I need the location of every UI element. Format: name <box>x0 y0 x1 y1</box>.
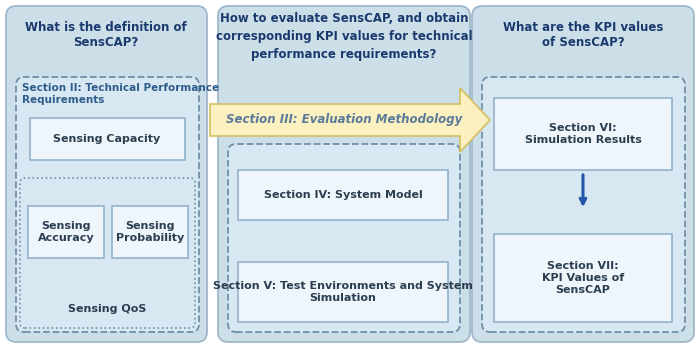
Text: Section VII:
KPI Values of
SensCAP: Section VII: KPI Values of SensCAP <box>542 261 624 295</box>
Text: Sensing Capacity: Sensing Capacity <box>53 134 160 144</box>
Text: What is the definition of
SensCAP?: What is the definition of SensCAP? <box>25 21 187 49</box>
FancyBboxPatch shape <box>16 77 199 332</box>
Text: Sensing
Probability: Sensing Probability <box>116 221 184 243</box>
FancyBboxPatch shape <box>6 6 207 342</box>
Text: Sensing QoS: Sensing QoS <box>68 304 146 314</box>
FancyBboxPatch shape <box>482 77 685 332</box>
Text: Section V: Test Environments and System
Simulation: Section V: Test Environments and System … <box>213 281 473 303</box>
Bar <box>238 170 448 220</box>
FancyBboxPatch shape <box>20 178 195 328</box>
Bar <box>112 206 188 258</box>
Text: Section VI:
Simulation Results: Section VI: Simulation Results <box>524 123 641 145</box>
Text: Section II: Technical Performance
Requirements: Section II: Technical Performance Requir… <box>22 83 219 105</box>
Bar <box>30 118 185 160</box>
FancyBboxPatch shape <box>228 144 460 332</box>
Bar <box>494 234 672 322</box>
Bar <box>238 262 448 322</box>
Text: Sensing
Accuracy: Sensing Accuracy <box>38 221 94 243</box>
Bar <box>28 206 104 258</box>
Polygon shape <box>210 88 490 152</box>
FancyBboxPatch shape <box>218 6 470 342</box>
Text: Section III: Evaluation Methodology: Section III: Evaluation Methodology <box>226 113 462 127</box>
Text: Section IV: System Model: Section IV: System Model <box>264 190 422 200</box>
Text: What are the KPI values
of SensCAP?: What are the KPI values of SensCAP? <box>503 21 663 49</box>
Bar <box>494 98 672 170</box>
Text: How to evaluate SensCAP, and obtain
corresponding KPI values for technical
perfo: How to evaluate SensCAP, and obtain corr… <box>216 12 472 61</box>
FancyBboxPatch shape <box>472 6 694 342</box>
